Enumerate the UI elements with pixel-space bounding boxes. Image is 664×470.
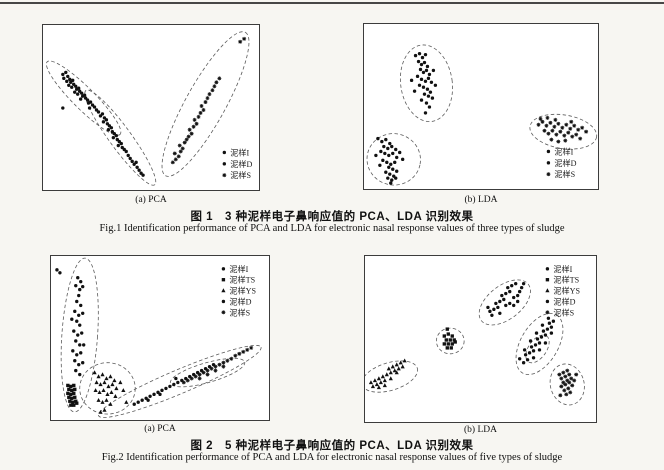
legend-label: 泥样TS [553, 275, 579, 285]
fig2-caption-chinese: 图 2 5 种泥样电子鼻响应值的 PCA、LDA 识别效果 [190, 440, 474, 452]
legend-label: 泥样D [229, 296, 251, 306]
series-泥样I [61, 70, 93, 110]
legend-label: 泥样TS [229, 275, 255, 285]
legend-label: 泥样S [554, 169, 575, 179]
series-泥样D [87, 103, 145, 177]
series-泥样TS [66, 383, 79, 407]
cluster-ellipses [60, 257, 262, 418]
fig2-caption-english: Fig.2 Identification performance of PCA … [101, 452, 563, 463]
legend-label: 泥样D [554, 158, 576, 168]
fig1-caption-chinese: 图 1 3 种泥样电子鼻响应值的 PCA、LDA 识别效果 [190, 211, 474, 223]
legend-label: 泥样I [554, 146, 573, 156]
fig2-lda-sublabel: (b) LDA [464, 425, 497, 435]
series-泥样YS [92, 370, 129, 414]
cluster-ellipses [366, 44, 598, 186]
series-泥样S [181, 345, 254, 385]
series-泥样YS [368, 358, 407, 390]
fig1-lda-panel: 泥样I 泥样D 泥样S [363, 23, 599, 190]
legend-label: 泥样I [229, 264, 248, 274]
fig2-lda-panel: 泥样I 泥样TS 泥样YS 泥样D 泥样S [364, 255, 597, 423]
fig1-pca-sublabel: (a) PCA [135, 195, 167, 205]
legend-label: 泥样YS [553, 286, 580, 296]
fig1-pca-panel: 泥样I 泥样D 泥样S [42, 24, 260, 191]
cluster-ellipses [45, 31, 250, 186]
legend-label: 泥样I [553, 264, 572, 274]
series-泥样S [170, 36, 247, 165]
series-泥样S [557, 368, 579, 398]
series-泥样D [517, 316, 556, 365]
legend-label: 泥样S [230, 170, 251, 180]
fig2-pca-sublabel: (a) PCA [144, 424, 176, 434]
legend-label: 泥样D [230, 159, 252, 169]
fig1-lda-sublabel: (b) LDA [464, 195, 498, 205]
fig2-pca-panel: 泥样I 泥样TS 泥样YS 泥样D 泥样S [50, 255, 270, 421]
series-泥样I [486, 281, 526, 317]
series-泥样I [55, 268, 86, 377]
legend-label: 泥样S [553, 307, 574, 317]
legend-label: 泥样S [229, 307, 250, 317]
series-泥样S [536, 115, 589, 144]
legend-label: 泥样YS [229, 286, 256, 296]
fig1-caption-english: Fig.1 Identification performance of PCA … [99, 223, 565, 234]
legend-label: 泥样D [553, 296, 575, 306]
legend-label: 泥样I [230, 147, 249, 157]
series-泥样TS [442, 327, 457, 350]
series-泥样I [409, 51, 438, 115]
top-rule-divider [0, 2, 664, 4]
series-泥样D [374, 136, 405, 185]
